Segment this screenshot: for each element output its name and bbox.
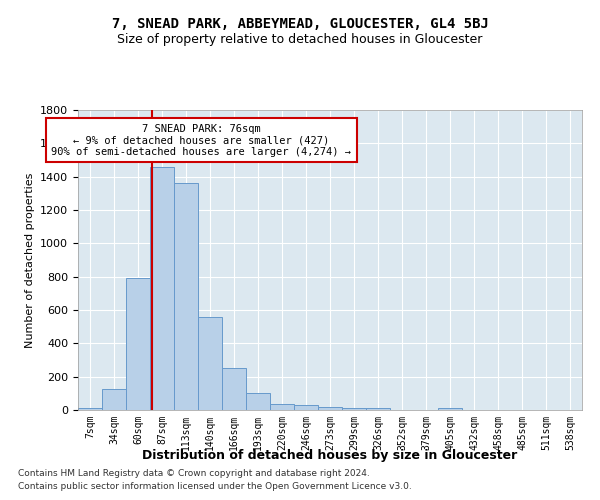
Text: Distribution of detached houses by size in Gloucester: Distribution of detached houses by size … xyxy=(142,448,518,462)
Text: Size of property relative to detached houses in Gloucester: Size of property relative to detached ho… xyxy=(118,32,482,46)
Bar xyxy=(222,368,246,410)
Bar xyxy=(342,408,366,410)
Bar xyxy=(318,406,342,410)
Text: 7, SNEAD PARK, ABBEYMEAD, GLOUCESTER, GL4 5BJ: 7, SNEAD PARK, ABBEYMEAD, GLOUCESTER, GL… xyxy=(112,18,488,32)
Text: 7 SNEAD PARK: 76sqm
← 9% of detached houses are smaller (427)
90% of semi-detach: 7 SNEAD PARK: 76sqm ← 9% of detached hou… xyxy=(52,124,352,156)
Bar xyxy=(102,389,126,410)
Bar xyxy=(198,316,222,410)
Bar xyxy=(366,408,390,410)
Bar xyxy=(126,278,150,410)
Text: Contains public sector information licensed under the Open Government Licence v3: Contains public sector information licen… xyxy=(18,482,412,491)
Text: Contains HM Land Registry data © Crown copyright and database right 2024.: Contains HM Land Registry data © Crown c… xyxy=(18,468,370,477)
Bar xyxy=(150,166,174,410)
Bar xyxy=(78,408,102,410)
Bar xyxy=(270,404,294,410)
Bar xyxy=(438,408,462,410)
Bar xyxy=(246,392,270,410)
Bar xyxy=(294,405,318,410)
Bar xyxy=(174,184,198,410)
Y-axis label: Number of detached properties: Number of detached properties xyxy=(25,172,35,348)
